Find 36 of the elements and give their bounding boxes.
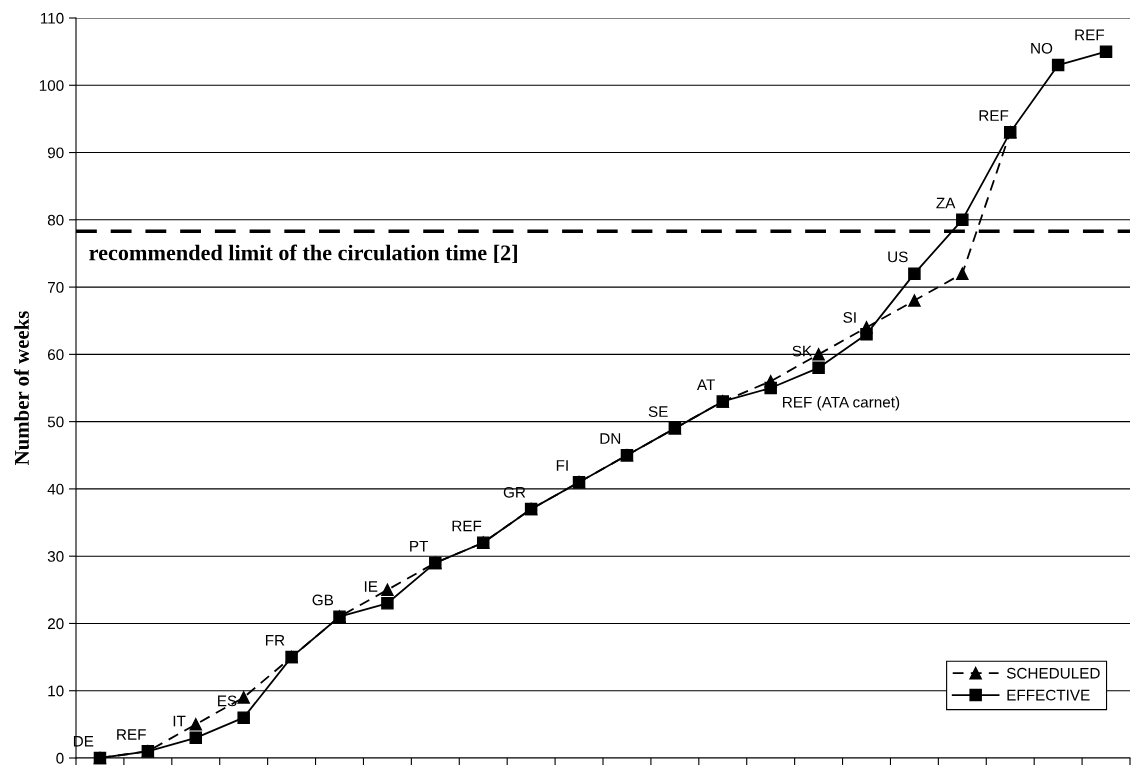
y-tick-label: 70	[47, 281, 64, 293]
data-label: SE	[648, 406, 668, 418]
data-label: NO	[1031, 42, 1053, 54]
data-label: AT	[696, 379, 715, 390]
data-label: REF	[1075, 29, 1105, 41]
y-tick-label: 10	[48, 685, 64, 697]
y-tick-label: 80	[47, 214, 64, 226]
data-label: REF (ATA carnet)	[783, 396, 900, 411]
data-label: DN	[600, 433, 621, 444]
data-label: ZA	[936, 197, 956, 209]
data-label: ES	[218, 695, 237, 707]
y-tick-label: 90	[47, 147, 64, 159]
y-tick-label: 100	[39, 80, 64, 91]
data-label: GR	[503, 486, 526, 498]
y-tick-label: 30	[47, 551, 64, 562]
data-label: REF	[117, 729, 146, 740]
y-tick-label: 0	[56, 752, 64, 764]
data-label: IE	[364, 581, 378, 592]
data-label: FR	[266, 635, 285, 646]
legend-label: SCHEDULED	[1006, 667, 1100, 679]
y-tick-label: 40	[47, 483, 64, 495]
y-tick-label: 20	[47, 618, 64, 630]
data-label: REF	[452, 520, 482, 532]
data-label: IT	[173, 715, 186, 727]
data-label: PT	[410, 540, 429, 552]
legend-label: EFFECTIVE	[1007, 689, 1090, 701]
data-label: SI	[843, 312, 856, 323]
ref-line-label: recommended limit of the circulation time [2]	[89, 244, 517, 264]
data-label: REF	[979, 110, 1009, 121]
y-tick-label: 50	[47, 416, 64, 428]
data-label: US	[888, 251, 908, 263]
y-tick-label: 60	[47, 349, 64, 361]
data-label: FI	[556, 460, 568, 471]
y-axis-title: Number of weeks	[14, 311, 29, 465]
data-label: GB	[312, 594, 334, 606]
y-tick-label: 110	[41, 12, 64, 24]
